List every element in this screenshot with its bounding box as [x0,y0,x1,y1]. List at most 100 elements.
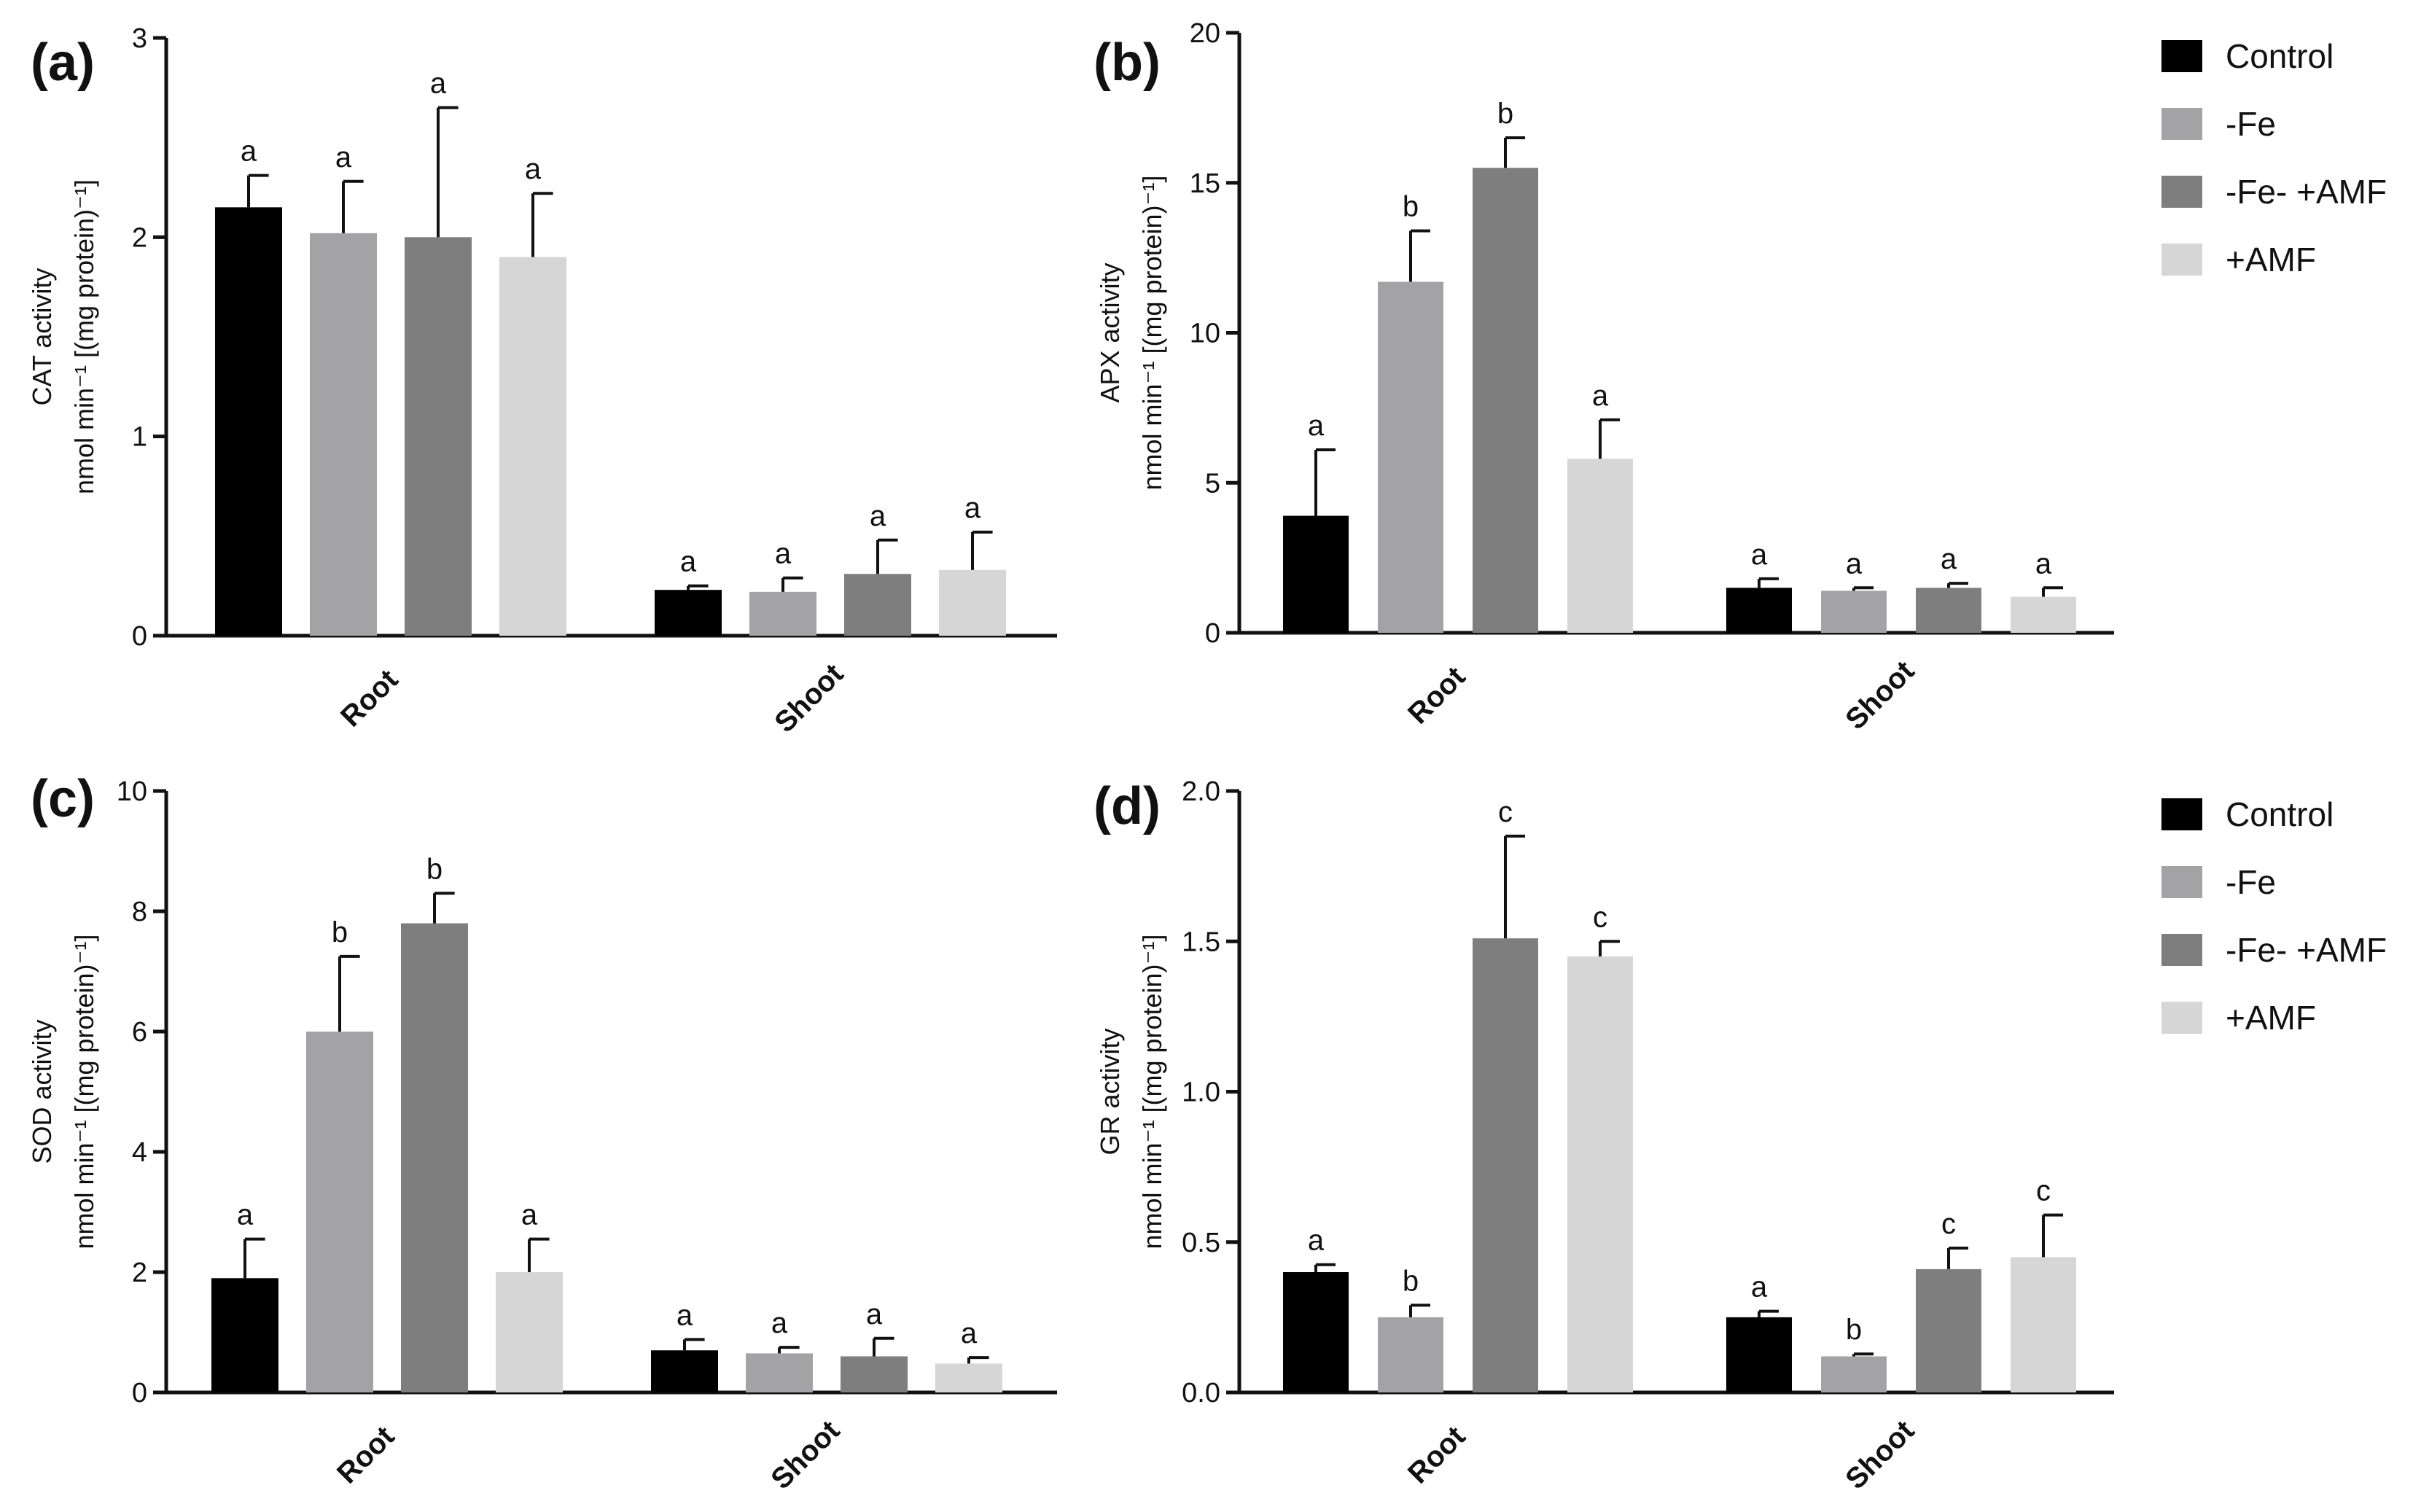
bar [1726,1317,1792,1392]
y-axis-title: GR activity [1095,1028,1125,1155]
significance-letter: a [335,141,352,174]
significance-letter: a [1751,539,1768,571]
x-tick-label: Shoot [1839,1414,1920,1495]
significance-letter: a [677,1299,693,1331]
x-tick-label: Root [1402,660,1472,730]
y-tick-label: 10 [117,776,147,807]
significance-letter: b [426,853,443,885]
significance-letter: a [1846,547,1863,580]
significance-letter: a [1941,543,1957,575]
significance-letter: a [1308,1225,1325,1257]
bar [496,1272,563,1392]
significance-letter: a [866,1298,883,1330]
bar [2011,1257,2076,1392]
significance-letter: a [771,1307,788,1339]
chart-panel-1: (a) CAT activity nmol min⁻¹ [(mg protein)⁻… [27,23,1057,739]
y-tick-label: 0 [132,1378,147,1408]
significance-letter: b [1846,1314,1862,1346]
y-tick-label: 15 [1190,168,1220,199]
significance-letter: a [1308,410,1325,442]
legend-label: -Fe [2226,863,2276,901]
y-tick-label: 0 [1205,618,1220,649]
bar [651,1350,718,1392]
bar [655,590,722,636]
bar [1821,591,1887,633]
bar [1283,515,1349,633]
y-tick-label: 2.0 [1182,776,1220,807]
legend-swatch [2161,934,2202,966]
significance-letter: c [1498,796,1513,828]
bar [841,1356,908,1392]
bar [1473,168,1538,634]
significance-letter: a [964,492,981,524]
y-tick-label: 0.5 [1182,1228,1220,1258]
x-tick-label: Root [331,1420,401,1490]
x-tick-label: Shoot [1839,655,1920,736]
bar [2011,596,2076,633]
bar [215,207,282,636]
significance-letter: a [521,1199,538,1231]
x-tick-label: Shoot [765,1414,846,1495]
bar [1726,588,1792,633]
significance-letter: c [2036,1175,2051,1207]
bar [306,1032,373,1392]
bar [1473,938,1538,1392]
legend: Control -Fe -Fe- +AMF +AMF [2161,795,2387,1037]
bar [1916,588,1981,633]
y-tick-label: 1.5 [1182,927,1220,957]
y-tick-label: 10 [1190,319,1220,349]
bar [499,257,566,636]
y-axis-title: SOD activity [27,1019,57,1164]
y-tick-label: 6 [132,1017,147,1048]
y-axis-unit: nmol min⁻¹ [(mg protein)⁻¹] [69,934,99,1249]
y-tick-label: 2 [132,1258,147,1288]
significance-letter: b [332,916,348,948]
y-axis-title: CAT activity [27,268,57,406]
bar [211,1278,278,1392]
chart-panel-2: (b) APX activity nmol min⁻¹ [(mg protein)⁻… [1093,18,2114,736]
y-tick-label: 1 [132,422,147,453]
bar [1567,459,1633,633]
legend-swatch [2161,798,2202,830]
bar [310,233,377,636]
significance-letter: a [870,500,886,532]
legend-label: -Fe- +AMF [2226,931,2387,969]
legend-label: +AMF [2226,241,2316,278]
x-tick-label: Root [1402,1420,1472,1490]
y-tick-label: 8 [132,897,147,927]
x-tick-label: Shoot [768,658,849,739]
significance-letter: b [1403,1265,1419,1297]
bar [1378,281,1443,633]
significance-letter: a [961,1317,978,1349]
y-tick-label: 5 [1205,468,1220,499]
bar [746,1353,813,1392]
bar [1378,1317,1443,1392]
y-tick-label: 0 [132,621,147,652]
y-tick-label: 0.0 [1182,1378,1220,1408]
legend-label: -Fe- +AMF [2226,173,2387,211]
y-tick-label: 2 [132,222,147,253]
bar [749,591,816,636]
panel-letter: (b) [1093,34,1161,92]
panel-letter: (c) [31,770,95,828]
significance-letter: a [237,1199,254,1231]
significance-letter: c [1593,901,1607,933]
significance-letter: a [241,136,257,168]
legend-swatch [2161,1002,2202,1034]
legend-label: Control [2226,37,2334,75]
bar [401,923,468,1392]
legend-swatch [2161,176,2202,208]
legend-label: Control [2226,795,2334,833]
bar [1821,1356,1887,1392]
bar [935,1363,1002,1392]
y-axis-unit: nmol min⁻¹ [(mg protein)⁻¹] [69,179,99,494]
panel-letter: (d) [1093,777,1161,835]
legend-label: -Fe [2226,105,2276,143]
legend-label: +AMF [2226,999,2316,1037]
significance-letter: a [680,546,697,578]
y-tick-label: 3 [132,23,147,54]
bar [405,237,472,636]
significance-letter: a [525,153,542,185]
significance-letter: a [2035,547,2052,580]
